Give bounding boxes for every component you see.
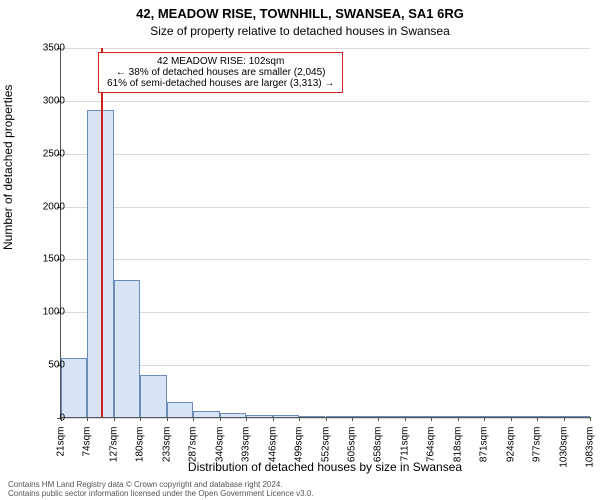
xtick-label: 127sqm: [108, 423, 119, 463]
histogram-bar: [167, 402, 193, 417]
histogram-bar: [299, 416, 325, 417]
y-axis-label: Number of detached properties: [1, 85, 15, 250]
xtick-label: 605sqm: [346, 423, 357, 463]
xtick-mark: [273, 417, 274, 421]
xtick-mark: [167, 417, 168, 421]
ytick-label: 1000: [43, 307, 65, 318]
xtick-label: 180sqm: [135, 423, 146, 463]
plot-area: 21sqm74sqm127sqm180sqm233sqm287sqm340sqm…: [60, 48, 590, 418]
xtick-mark: [564, 417, 565, 421]
info-box-line: 42 MEADOW RISE: 102sqm: [107, 56, 334, 67]
xtick-label: 552sqm: [320, 423, 331, 463]
xtick-label: 764sqm: [426, 423, 437, 463]
histogram-bar: [246, 415, 272, 417]
info-box: 42 MEADOW RISE: 102sqm ← 38% of detached…: [98, 52, 343, 93]
xtick-label: 818sqm: [452, 423, 463, 463]
xtick-mark: [87, 417, 88, 421]
xtick-mark: [326, 417, 327, 421]
footer-attribution: Contains HM Land Registry data © Crown c…: [8, 480, 314, 498]
histogram-bar: [405, 416, 431, 417]
xtick-label: 499sqm: [294, 423, 305, 463]
x-axis-label: Distribution of detached houses by size …: [60, 460, 590, 474]
ytick-label: 0: [59, 413, 65, 424]
xtick-mark: [537, 417, 538, 421]
chart-subtitle: Size of property relative to detached ho…: [0, 24, 600, 38]
xtick-mark: [511, 417, 512, 421]
histogram-bar: [537, 416, 563, 417]
xtick-mark: [431, 417, 432, 421]
xtick-label: 658sqm: [373, 423, 384, 463]
ytick-label: 500: [48, 360, 65, 371]
histogram-bar: [431, 416, 457, 417]
xtick-label: 233sqm: [161, 423, 172, 463]
ytick-label: 3000: [43, 95, 65, 106]
histogram-bar: [458, 416, 484, 417]
footer-line: Contains public sector information licen…: [8, 489, 314, 498]
xtick-label: 977sqm: [532, 423, 543, 463]
info-box-line: 61% of semi-detached houses are larger (…: [107, 78, 334, 89]
chart-container: 42, MEADOW RISE, TOWNHILL, SWANSEA, SA1 …: [0, 0, 600, 500]
xtick-label: 924sqm: [505, 423, 516, 463]
chart-title: 42, MEADOW RISE, TOWNHILL, SWANSEA, SA1 …: [0, 6, 600, 21]
histogram-bar: [378, 416, 404, 417]
bars-layer: [61, 48, 590, 417]
property-marker-line: [101, 48, 103, 417]
xtick-label: 74sqm: [82, 423, 93, 457]
xtick-mark: [193, 417, 194, 421]
ytick-label: 2000: [43, 201, 65, 212]
xtick-label: 393sqm: [241, 423, 252, 463]
xtick-label: 711sqm: [399, 423, 410, 462]
xtick-label: 21sqm: [56, 423, 67, 457]
xtick-mark: [378, 417, 379, 421]
histogram-bar: [193, 411, 219, 417]
histogram-bar: [564, 416, 590, 417]
xtick-mark: [140, 417, 141, 421]
xtick-mark: [220, 417, 221, 421]
histogram-bar: [326, 416, 352, 417]
ytick-label: 3500: [43, 43, 65, 54]
histogram-bar: [352, 416, 378, 417]
xtick-label: 446sqm: [267, 423, 278, 463]
histogram-bar: [114, 280, 140, 417]
xtick-mark: [590, 417, 591, 421]
xtick-mark: [458, 417, 459, 421]
xtick-label: 871sqm: [479, 423, 490, 463]
xtick-mark: [484, 417, 485, 421]
xtick-mark: [114, 417, 115, 421]
histogram-bar: [140, 375, 166, 417]
info-box-line: ← 38% of detached houses are smaller (2,…: [107, 67, 334, 78]
footer-line: Contains HM Land Registry data © Crown c…: [8, 480, 314, 489]
xtick-mark: [405, 417, 406, 421]
ytick-label: 2500: [43, 148, 65, 159]
xtick-label: 287sqm: [188, 423, 199, 463]
xtick-mark: [246, 417, 247, 421]
xtick-mark: [299, 417, 300, 421]
ytick-label: 1500: [43, 254, 65, 265]
histogram-bar: [220, 413, 246, 417]
xtick-mark: [352, 417, 353, 421]
xtick-label: 340sqm: [214, 423, 225, 463]
histogram-bar: [484, 416, 510, 417]
histogram-bar: [273, 415, 299, 417]
histogram-bar: [511, 416, 537, 417]
